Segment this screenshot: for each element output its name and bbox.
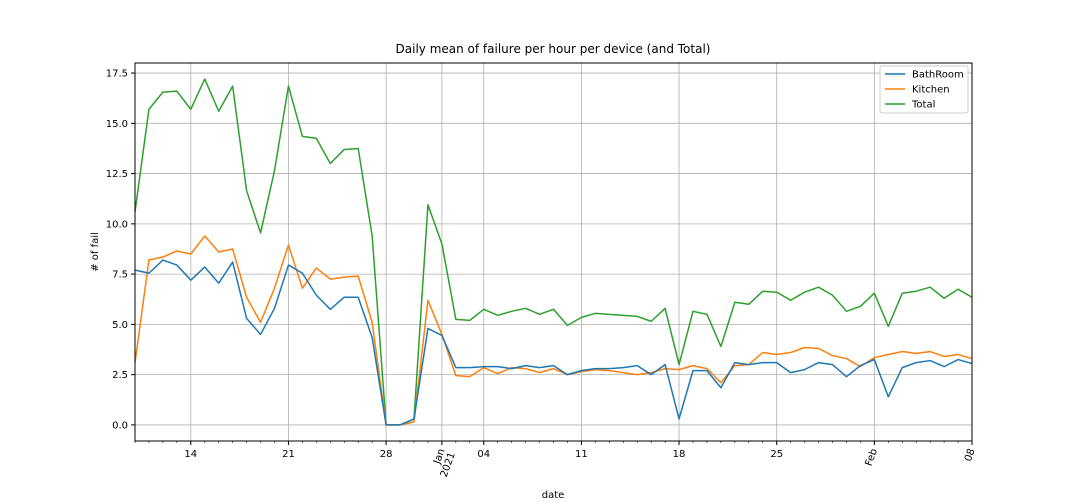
y-tick-label: 15.0 [106,119,128,130]
x-tick-label: 18 [673,449,686,460]
x-tick-label: 14 [184,449,197,460]
legend-box [879,65,969,114]
y-tick-label: 17.5 [106,69,128,80]
y-tick-label: 10.0 [106,219,128,230]
legend-label: Kitchen [912,85,950,96]
grid [135,63,973,441]
series-line-kitchen [134,235,973,426]
x-tick-label-group: 08 [963,447,978,463]
x-tick-label: Jan [432,447,448,466]
x-tick-label: 08 [963,447,978,463]
x-axis-label: date [542,490,565,501]
legend-label: Total [911,100,935,111]
chart-title: Daily mean of failure per hour per devic… [396,42,711,56]
y-tick-label: 5.0 [112,320,128,331]
x-tick-label: 28 [380,449,393,460]
y-axis-label: # of fail [90,232,101,272]
y-tick-label: 2.5 [112,370,128,381]
series-layer [134,78,973,426]
series-line-bathroom [134,259,973,426]
x-tick-label: 21 [282,449,295,460]
x-tick-label: 11 [575,449,588,460]
legend-label: BathRoom [912,70,964,81]
y-tick-label: 7.5 [112,270,128,281]
y-axis: 0.0 2.5 5.0 7.5 10.0 12.5 15.0 17.5 [106,69,135,431]
x-tick-label: 25 [770,449,783,460]
y-tick-label: 12.5 [106,169,128,180]
x-tick-label: 04 [477,449,490,460]
y-tick-label: 0.0 [112,420,128,431]
legend: BathRoom Kitchen Total [879,65,969,114]
series-line-total [134,78,973,426]
